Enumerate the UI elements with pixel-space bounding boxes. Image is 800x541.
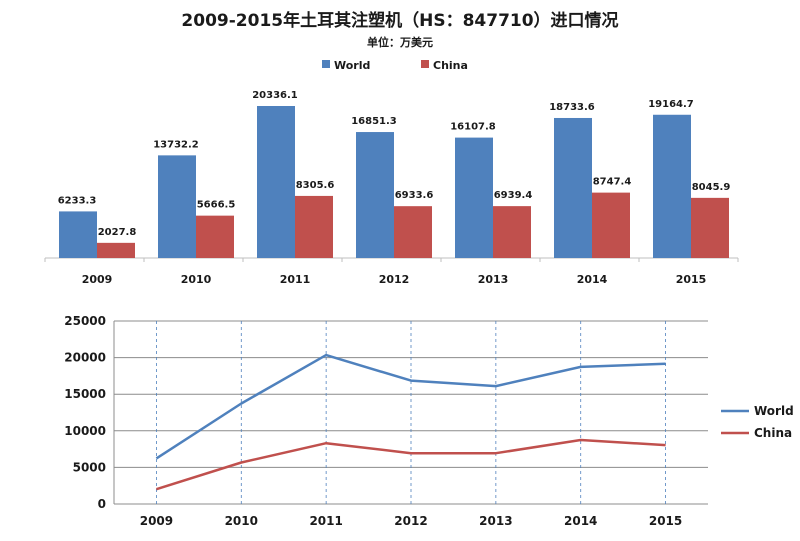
- data-label-world-2014: 18733.6: [549, 102, 595, 113]
- x-tick-label-2013: 2013: [478, 273, 509, 286]
- line-x-tick-label-2012: 2012: [394, 514, 427, 528]
- data-label-world-2013: 16107.8: [450, 122, 496, 133]
- y-tick-label-25000: 25000: [64, 314, 106, 328]
- data-label-world-2012: 16851.3: [351, 116, 397, 127]
- line-x-tick-label-2013: 2013: [479, 514, 512, 528]
- line-x-tick-label-2014: 2014: [564, 514, 597, 528]
- data-label-china-2014: 8747.4: [593, 177, 632, 188]
- chart-title: 2009-2015年土耳其注塑机（HS：847710）进口情况: [181, 11, 619, 31]
- line-x-tick-label-2010: 2010: [225, 514, 258, 528]
- bar-world-2009: [59, 211, 97, 258]
- series-line-world: [155, 353, 666, 460]
- x-tick-label-2012: 2012: [379, 273, 410, 286]
- data-label-world-2010: 13732.2: [153, 139, 199, 150]
- y-tick-label-0: 0: [98, 497, 106, 511]
- data-label-china-2012: 6933.6: [395, 190, 434, 201]
- legend-label-world: World: [334, 59, 370, 72]
- data-label-china-2010: 5666.5: [197, 200, 236, 211]
- y-tick-label-10000: 10000: [64, 424, 106, 438]
- data-label-world-2011: 20336.1: [252, 90, 298, 101]
- line-x-tick-label-2011: 2011: [309, 514, 342, 528]
- bar-world-2015: [653, 114, 691, 259]
- line-x-tick-label-2015: 2015: [649, 514, 682, 528]
- data-label-china-2011: 8305.6: [296, 180, 335, 191]
- legend-swatch-china: [421, 60, 429, 68]
- bar-china-2010: [196, 215, 234, 258]
- line-legend-label-world: World: [754, 404, 794, 418]
- x-tick-label-2010: 2010: [181, 273, 212, 286]
- x-tick-label-2011: 2011: [280, 273, 311, 286]
- bar-world-2013: [455, 137, 493, 258]
- bar-china-2009: [97, 242, 135, 258]
- data-label-china-2013: 6939.4: [494, 190, 533, 201]
- data-label-china-2015: 8045.9: [692, 182, 731, 193]
- line-x-tick-label-2009: 2009: [140, 514, 173, 528]
- line-legend-label-china: China: [754, 426, 792, 440]
- bar-world-2011: [257, 106, 295, 258]
- y-tick-label-15000: 15000: [64, 387, 106, 401]
- data-label-world-2009: 6233.3: [58, 195, 97, 206]
- bar-world-2010: [158, 155, 196, 258]
- bar-chart: World China 6233.3 2027.8 2009 13732.2 5666.5 2…: [44, 59, 739, 286]
- bar-china-2015: [691, 197, 729, 258]
- legend-label-china: China: [433, 59, 468, 72]
- chart-subtitle: 单位：万美元: [367, 36, 433, 49]
- y-tick-label-5000: 5000: [73, 460, 106, 474]
- bar-china-2014: [592, 192, 630, 258]
- data-label-world-2015: 19164.7: [648, 99, 694, 110]
- legend-swatch-world: [322, 60, 330, 68]
- data-label-china-2009: 2027.8: [98, 227, 137, 238]
- bar-world-2014: [554, 117, 592, 258]
- series-line-china: [156, 438, 666, 491]
- x-tick-label-2009: 2009: [82, 273, 113, 286]
- x-tick-label-2015: 2015: [676, 273, 707, 286]
- x-tick-label-2014: 2014: [577, 273, 608, 286]
- y-tick-label-20000: 20000: [64, 351, 106, 365]
- bar-china-2013: [493, 206, 531, 258]
- bar-china-2012: [394, 206, 432, 258]
- bar-china-2011: [295, 195, 333, 258]
- bar-world-2012: [356, 132, 394, 258]
